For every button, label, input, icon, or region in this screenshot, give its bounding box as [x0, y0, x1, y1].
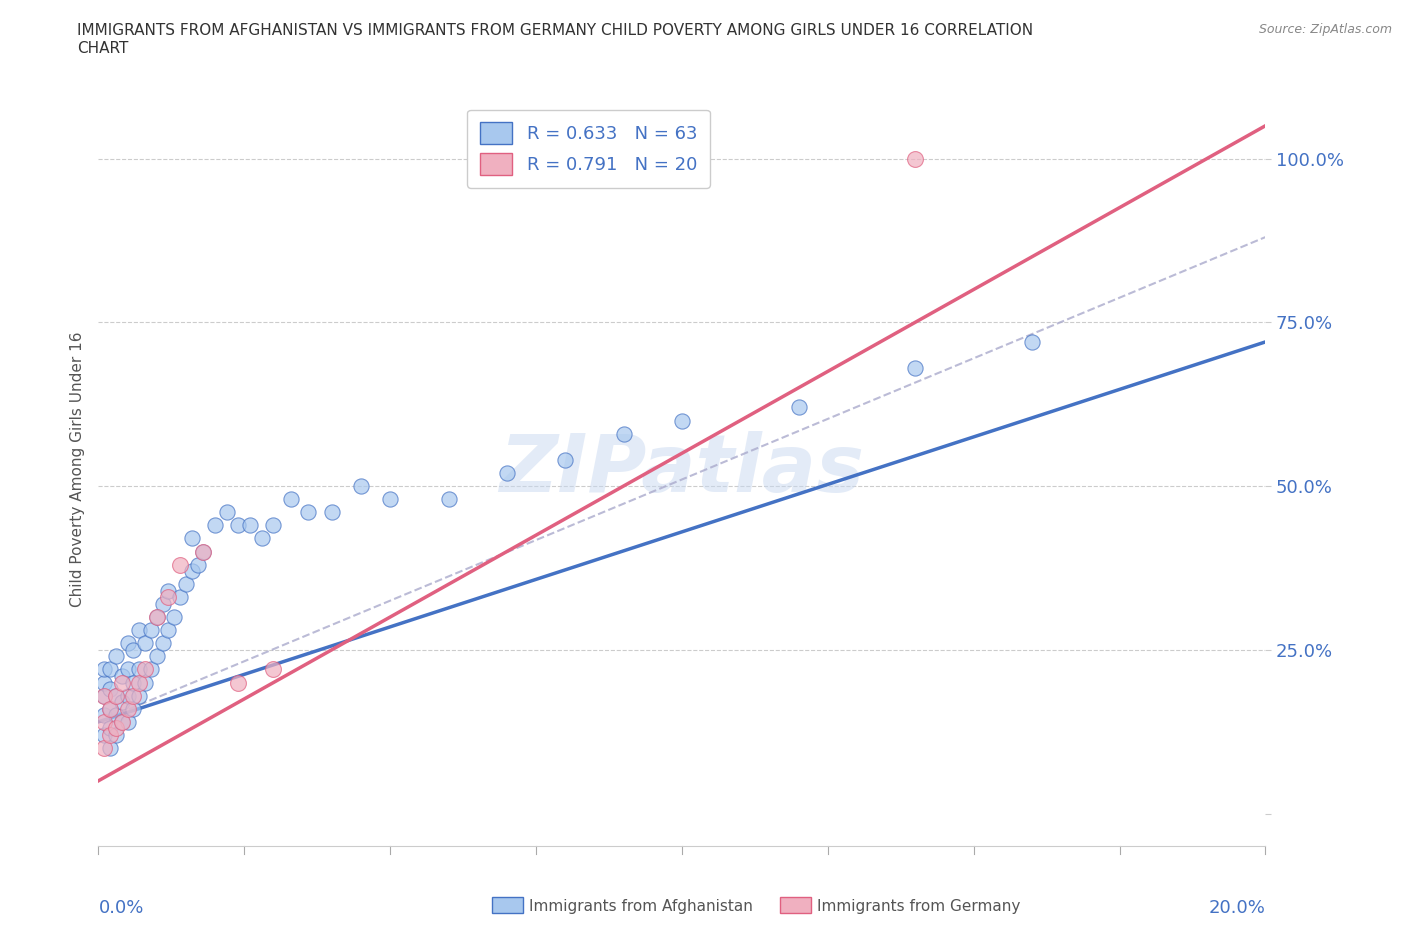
Point — [496, 466, 519, 481]
Point — [104, 688, 127, 703]
Point — [152, 636, 174, 651]
Point — [117, 688, 139, 703]
Point — [98, 721, 121, 736]
Point — [904, 151, 927, 166]
Point — [98, 740, 121, 755]
Point — [554, 452, 576, 467]
Point — [117, 662, 139, 677]
Point — [98, 662, 121, 677]
Point — [239, 518, 262, 533]
Point — [98, 682, 121, 697]
Point — [117, 636, 139, 651]
Point — [111, 675, 134, 690]
Point — [93, 662, 115, 677]
Point — [146, 649, 169, 664]
Text: Source: ZipAtlas.com: Source: ZipAtlas.com — [1258, 23, 1392, 36]
Point — [228, 518, 250, 533]
Point — [904, 361, 927, 376]
Point — [98, 727, 121, 742]
Point — [98, 701, 121, 716]
Point — [180, 531, 202, 546]
Point — [128, 675, 150, 690]
Text: Immigrants from Afghanistan: Immigrants from Afghanistan — [529, 899, 752, 914]
Point — [787, 400, 810, 415]
Y-axis label: Child Poverty Among Girls Under 16: Child Poverty Among Girls Under 16 — [69, 332, 84, 607]
Point — [117, 714, 139, 729]
Point — [174, 577, 197, 591]
Point — [180, 564, 202, 578]
Point — [128, 662, 150, 677]
Point — [157, 583, 180, 598]
Point — [157, 623, 180, 638]
Point — [187, 557, 209, 572]
Point — [146, 609, 169, 624]
Point — [93, 740, 115, 755]
Point — [111, 695, 134, 710]
Point — [122, 675, 145, 690]
Point — [104, 721, 127, 736]
Point — [104, 649, 127, 664]
Point — [169, 590, 191, 604]
Point — [93, 675, 115, 690]
Point — [93, 714, 115, 729]
Point — [215, 505, 238, 520]
Point — [671, 413, 693, 428]
Text: Immigrants from Germany: Immigrants from Germany — [817, 899, 1021, 914]
Point — [122, 688, 145, 703]
Point — [262, 662, 284, 677]
Point — [104, 727, 127, 742]
Point — [280, 492, 302, 507]
Text: 20.0%: 20.0% — [1209, 898, 1265, 917]
Point — [152, 596, 174, 611]
Point — [93, 708, 115, 723]
Point — [134, 675, 156, 690]
Text: 0.0%: 0.0% — [98, 898, 143, 917]
Point — [104, 708, 127, 723]
Text: ZIPatlas: ZIPatlas — [499, 431, 865, 509]
Point — [139, 623, 162, 638]
Point — [146, 609, 169, 624]
Point — [350, 479, 373, 494]
Point — [134, 662, 156, 677]
Legend: R = 0.633   N = 63, R = 0.791   N = 20: R = 0.633 N = 63, R = 0.791 N = 20 — [467, 110, 710, 188]
Point — [380, 492, 402, 507]
Point — [111, 714, 134, 729]
Point — [98, 701, 121, 716]
Point — [193, 544, 215, 559]
Point — [104, 688, 127, 703]
Point — [612, 426, 634, 441]
Point — [128, 623, 150, 638]
Point — [134, 636, 156, 651]
Point — [228, 675, 250, 690]
Point — [122, 643, 145, 658]
Point — [128, 688, 150, 703]
Point — [157, 590, 180, 604]
Point — [204, 518, 226, 533]
Point — [117, 701, 139, 716]
Text: IMMIGRANTS FROM AFGHANISTAN VS IMMIGRANTS FROM GERMANY CHILD POVERTY AMONG GIRLS: IMMIGRANTS FROM AFGHANISTAN VS IMMIGRANT… — [77, 23, 1033, 56]
Point — [111, 669, 134, 684]
Point — [169, 557, 191, 572]
Point — [193, 544, 215, 559]
Point — [111, 714, 134, 729]
Point — [93, 688, 115, 703]
Point — [297, 505, 319, 520]
Point — [262, 518, 284, 533]
Point — [250, 531, 273, 546]
Point — [139, 662, 162, 677]
Point — [321, 505, 343, 520]
Point — [163, 609, 186, 624]
Point — [93, 688, 115, 703]
Point — [93, 727, 115, 742]
Point — [437, 492, 460, 507]
Point — [1021, 335, 1043, 350]
Point — [122, 701, 145, 716]
